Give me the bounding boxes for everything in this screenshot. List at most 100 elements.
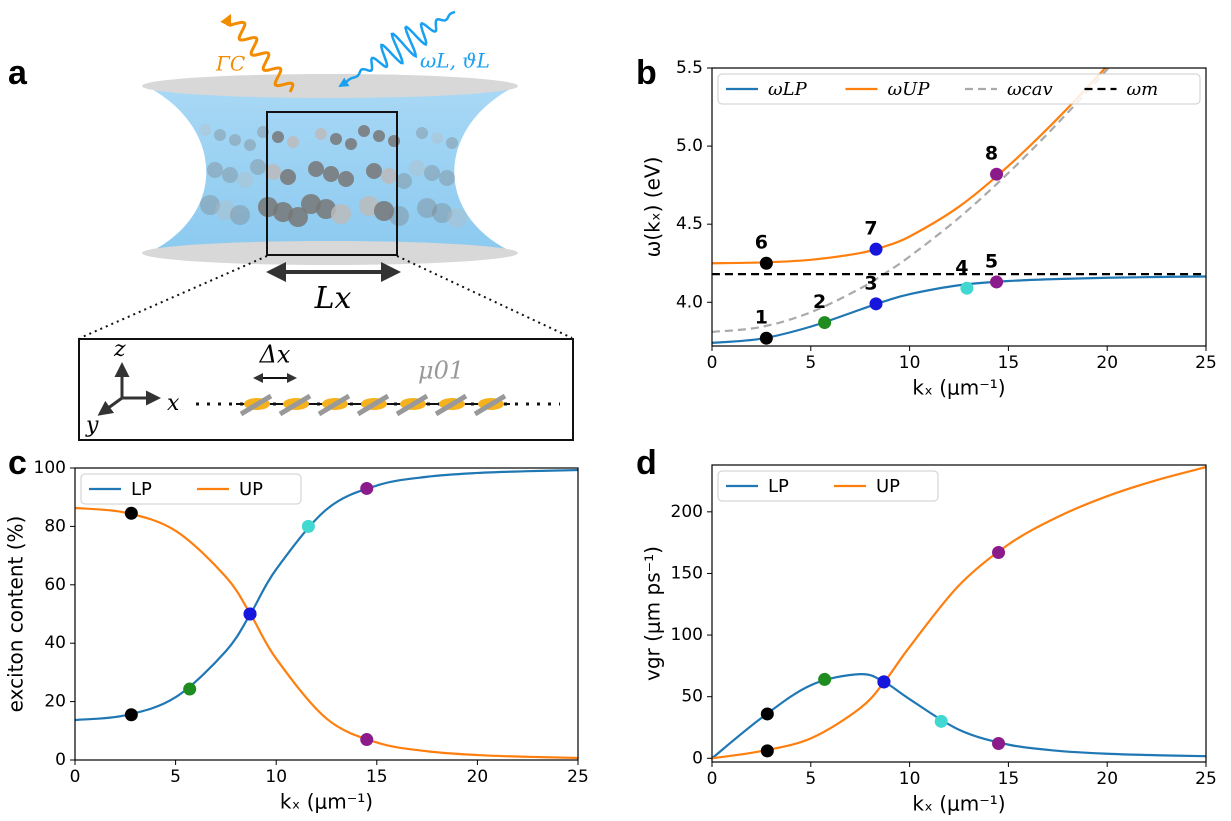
point-label: 5: [985, 250, 998, 272]
molecule: [396, 173, 412, 189]
point-label: 7: [864, 218, 877, 240]
molecule: [366, 163, 382, 179]
mirror-bottom: [142, 241, 518, 265]
y-axis-label: ω(kₓ) (eV): [641, 157, 665, 258]
point-marker: [992, 737, 1005, 750]
point-label: 4: [955, 257, 968, 279]
molecule: [222, 167, 238, 183]
molecule: [358, 125, 370, 137]
molecule: [431, 132, 443, 144]
series-line: [75, 508, 578, 758]
y-tick-label: 5.0: [676, 136, 703, 156]
legend-label: ωUP: [888, 79, 931, 100]
y-axis-label: exciton content (%): [4, 516, 28, 713]
point-marker: [877, 675, 890, 688]
molecule: [388, 135, 400, 147]
panel-label: c: [8, 444, 27, 482]
molecule: [424, 165, 440, 181]
x-tick-label: 5: [170, 767, 181, 787]
series-line: [712, 467, 1206, 758]
x-tick-label: 25: [1195, 353, 1217, 373]
x-axis-label: kₓ (μm⁻¹): [912, 376, 1005, 400]
molecule: [446, 137, 458, 149]
y-tick-label: 20: [44, 692, 66, 712]
legend-label: ωm: [1127, 79, 1159, 100]
y-tick-label: 4.0: [676, 292, 703, 312]
x-tick-label: 20: [1096, 769, 1118, 789]
mirror-top: [142, 74, 518, 98]
point-marker: [360, 482, 373, 495]
molecule: [373, 130, 385, 142]
molecule: [439, 170, 455, 186]
point-marker: [125, 708, 138, 721]
point-label: 3: [864, 272, 877, 294]
point-marker: [125, 507, 138, 520]
point-marker: [870, 243, 883, 256]
x-tick-label: 10: [265, 767, 287, 787]
molecule: [214, 129, 226, 141]
chart: d0510152025050100150200kₓ (μm⁻¹)vgr (μm …: [636, 444, 1217, 816]
x-tick-label: 10: [899, 769, 921, 789]
molecule: [308, 161, 324, 177]
legend-label: UP: [239, 479, 263, 500]
length-label: Lx: [314, 281, 352, 316]
axis-x-label: x: [167, 391, 180, 416]
point-marker: [360, 733, 373, 746]
point-marker: [183, 683, 196, 696]
chain-box: [79, 339, 573, 440]
point-label: 1: [755, 307, 768, 329]
plot-frame: [712, 465, 1206, 762]
series-line: [712, 0, 1206, 332]
panel-label: d: [636, 444, 657, 482]
x-tick-label: 25: [567, 767, 589, 787]
zoom-line: [80, 256, 267, 338]
plot-area: [712, 467, 1206, 758]
x-axis-label: kₓ (μm⁻¹): [912, 792, 1005, 816]
x-tick-label: 15: [366, 767, 388, 787]
molecule: [315, 128, 327, 140]
molecule: [272, 131, 284, 143]
point-marker: [935, 715, 948, 728]
point-label: 8: [985, 143, 998, 165]
plot-frame: [75, 468, 578, 760]
point-marker: [818, 316, 831, 329]
plot-area: [712, 0, 1206, 343]
zoom-line: [397, 256, 572, 338]
molecule: [409, 160, 425, 176]
x-tick-label: 5: [805, 769, 816, 789]
series-line: [712, 277, 1206, 343]
series-line: [75, 470, 578, 720]
y-tick-label: 150: [671, 563, 703, 583]
x-tick-label: 20: [467, 767, 489, 787]
x-axis-label: kₓ (μm⁻¹): [280, 790, 373, 814]
molecule: [287, 136, 299, 148]
molecule: [381, 168, 397, 184]
panel-label: a: [8, 54, 28, 92]
cavity-diagram: a Lx ΓC ωL, ϑL z x y Δx μ01: [8, 12, 573, 440]
y-tick-label: 50: [681, 687, 703, 707]
figure: a Lx ΓC ωL, ϑL z x y Δx μ01 b05101520254…: [0, 0, 1231, 821]
point-marker: [761, 707, 774, 720]
point-marker: [990, 275, 1003, 288]
x-tick-label: 0: [707, 769, 718, 789]
molecule: [250, 159, 266, 175]
molecule: [230, 205, 250, 225]
x-tick-label: 15: [998, 353, 1020, 373]
x-tick-label: 20: [1096, 353, 1118, 373]
point-marker: [302, 520, 315, 533]
y-tick-label: 0: [692, 748, 703, 768]
series-line: [712, 0, 1206, 263]
molecule: [416, 127, 428, 139]
molecule: [229, 134, 241, 146]
axis-y-label: y: [85, 413, 99, 438]
panel-label: b: [636, 54, 657, 92]
y-tick-label: 40: [44, 633, 66, 653]
y-tick-label: 100: [34, 458, 66, 478]
y-axis-label: vgr (μm ps⁻¹): [641, 546, 665, 681]
molecule: [345, 138, 357, 150]
molecule: [207, 162, 223, 178]
point-marker: [992, 546, 1005, 559]
molecule: [338, 171, 354, 187]
molecule: [237, 172, 253, 188]
